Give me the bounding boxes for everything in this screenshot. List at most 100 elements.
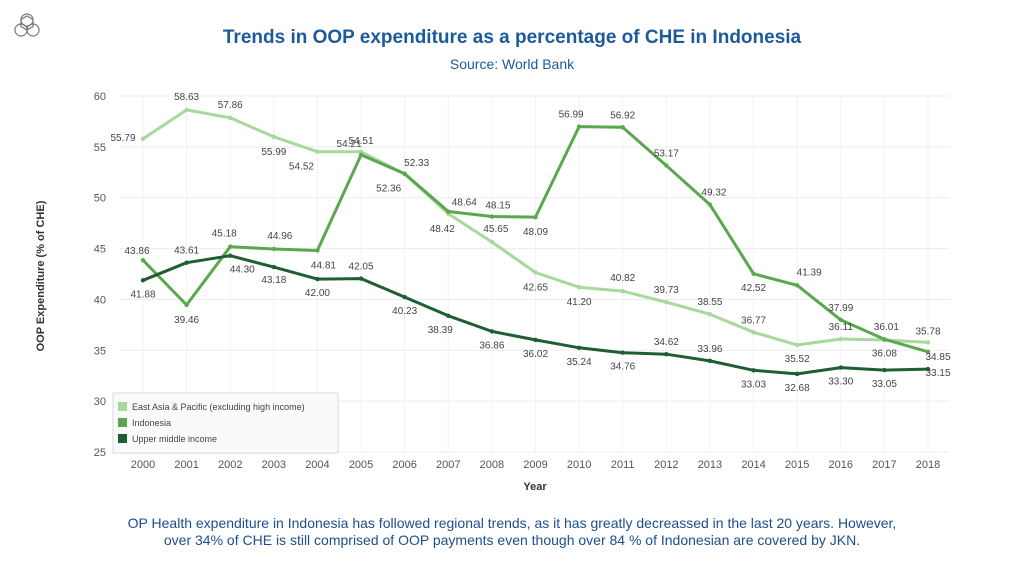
data-point <box>358 149 364 155</box>
hexagon-flower-logo-icon <box>14 13 40 37</box>
data-point <box>794 371 800 377</box>
data-label: 36.01 <box>874 322 899 333</box>
x-tick-label: 2016 <box>829 459 853 471</box>
data-point <box>751 271 756 276</box>
data-point <box>228 253 233 258</box>
data-label: 34.62 <box>654 337 679 348</box>
data-label: 35.78 <box>915 326 940 337</box>
page-title: Trends in OOP expenditure as a percentag… <box>222 27 802 48</box>
data-label: 36.77 <box>741 315 766 326</box>
data-point <box>664 163 669 168</box>
data-label: 34.85 <box>925 352 950 363</box>
x-tick-label: 2010 <box>567 459 591 471</box>
data-label: 42.52 <box>741 283 766 294</box>
data-label: 35.52 <box>785 354 810 365</box>
data-label: 49.32 <box>701 188 726 199</box>
data-point <box>794 283 800 288</box>
legend-entry-label: Indonesia <box>132 418 171 428</box>
data-label: 53.17 <box>654 148 679 159</box>
data-point <box>184 107 189 113</box>
legend-swatch <box>118 434 127 443</box>
data-point <box>271 134 277 139</box>
x-tick-label: 2015 <box>785 459 809 471</box>
data-label: 36.08 <box>872 348 897 359</box>
x-tick-label: 2005 <box>349 459 373 471</box>
data-label: 42.05 <box>349 262 374 273</box>
data-label: 48.42 <box>430 224 455 235</box>
data-label: 44.81 <box>311 261 336 272</box>
data-point <box>576 285 582 290</box>
data-label: 43.86 <box>124 246 149 257</box>
data-point <box>228 244 233 249</box>
data-point <box>707 311 713 317</box>
data-label: 39.73 <box>654 285 679 296</box>
data-point <box>664 299 669 305</box>
data-point <box>271 246 277 252</box>
data-label: 55.99 <box>261 147 286 158</box>
data-point <box>489 214 495 219</box>
data-point <box>140 136 146 142</box>
data-point <box>271 264 277 270</box>
data-label: 35.24 <box>567 357 592 368</box>
data-point <box>620 350 625 355</box>
x-tick-label: 2013 <box>698 459 722 471</box>
series-lines <box>140 107 931 377</box>
y-tick-label: 55 <box>94 142 106 154</box>
summary-caption: OP Health expenditure in Indonesia has f… <box>30 515 994 549</box>
data-label: 54.21 <box>337 139 362 150</box>
data-point <box>576 345 582 351</box>
legend-swatch <box>118 402 127 411</box>
data-point <box>315 276 320 282</box>
data-point <box>794 342 800 348</box>
data-label: 33.96 <box>697 344 722 355</box>
data-point <box>533 214 538 220</box>
data-point <box>140 257 146 263</box>
data-label: 36.11 <box>829 322 854 333</box>
data-point <box>489 329 495 334</box>
data-point <box>533 270 538 275</box>
data-point <box>838 336 843 342</box>
data-label: 33.03 <box>741 379 766 390</box>
data-point <box>925 340 931 345</box>
data-point <box>140 278 146 283</box>
data-point <box>751 330 756 335</box>
data-point <box>184 260 189 265</box>
legend-entry-label: East Asia & Pacific (excluding high inco… <box>132 402 305 412</box>
x-axis-ticks: 2000 2001 2002 2003 2004 2005 2006 2007 2008 2009… <box>131 459 940 471</box>
data-point <box>489 239 495 245</box>
y-tick-label: 35 <box>94 345 106 357</box>
data-label: 34.76 <box>610 362 635 373</box>
data-point <box>315 248 320 253</box>
data-label: 57.86 <box>218 100 243 111</box>
data-label: 43.61 <box>174 246 199 257</box>
data-point <box>882 367 887 373</box>
x-tick-label: 2004 <box>305 459 329 471</box>
data-label: 38.55 <box>697 297 722 308</box>
data-point <box>882 337 887 342</box>
data-point <box>664 351 669 357</box>
data-point <box>576 124 582 129</box>
data-label: 32.68 <box>785 383 810 394</box>
data-label: 52.33 <box>404 158 429 169</box>
data-label: 38.39 <box>428 325 453 336</box>
x-tick-label: 2002 <box>218 459 242 471</box>
legend-swatch <box>118 418 127 427</box>
data-label: 33.05 <box>872 379 897 390</box>
data-point <box>620 125 625 130</box>
y-tick-label: 60 <box>94 91 106 103</box>
data-label: 58.63 <box>174 92 199 103</box>
chart-legend: East Asia & Pacific (excluding high inco… <box>112 392 339 454</box>
data-label: 48.64 <box>452 198 477 209</box>
data-label: 40.82 <box>610 273 635 284</box>
x-tick-label: 2001 <box>174 459 198 471</box>
data-label: 45.65 <box>483 224 508 235</box>
data-label: 36.86 <box>479 340 504 351</box>
data-point <box>925 366 931 372</box>
data-label: 41.39 <box>797 267 822 278</box>
y-tick-label: 30 <box>94 396 106 408</box>
data-point <box>751 368 756 373</box>
data-label: 37.99 <box>828 303 853 314</box>
legend-box <box>112 392 339 454</box>
x-tick-label: 2006 <box>392 459 416 471</box>
